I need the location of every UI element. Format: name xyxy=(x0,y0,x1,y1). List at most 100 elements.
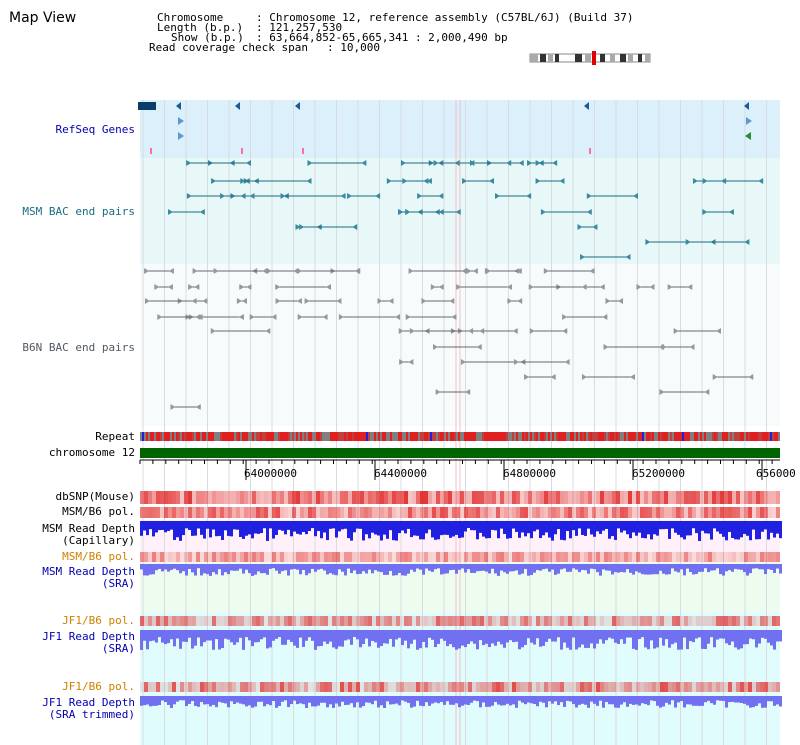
msm-capillary-depth-bar xyxy=(179,521,182,541)
repeat-segment xyxy=(176,432,178,441)
msm-b6-pol2-segment xyxy=(424,552,428,562)
jf1-sra-depth-bar xyxy=(176,630,179,639)
msm-b6-pol2-segment xyxy=(264,552,268,562)
dbsnp-segment xyxy=(356,491,360,504)
jf1-sra-depth-bar xyxy=(140,630,143,650)
repeat-segment xyxy=(384,432,386,441)
track-label-msm-b6-pol[interactable]: MSM/B6 pol. xyxy=(62,505,135,518)
jf1-b6-pol2-segment xyxy=(384,682,388,692)
msm-bac-end xyxy=(540,209,546,215)
repeat-segment xyxy=(574,432,576,441)
jf1-sra-depth-bar xyxy=(488,630,491,648)
msm-sra-depth-bar xyxy=(548,564,551,572)
jf1-b6-pol2-segment xyxy=(428,682,432,692)
track-label-msm-depth-capillary-2[interactable]: (Capillary) xyxy=(62,534,135,547)
jf1-trim-depth-bar xyxy=(380,696,383,706)
jf1-b6-pol2-segment xyxy=(568,682,572,692)
dbsnp-segment xyxy=(624,491,628,504)
repeat-segment xyxy=(332,432,334,441)
jf1-b6-pol2-segment xyxy=(216,682,220,692)
jf1-trim-depth-bar xyxy=(410,696,413,708)
jf1-b6-pol-segment xyxy=(240,616,244,626)
jf1-sra-depth-bar xyxy=(641,630,644,638)
repeat-segment xyxy=(450,432,452,441)
track-label-jf1-depth-sra-2[interactable]: (SRA) xyxy=(101,642,135,655)
msm-b6-pol-segment xyxy=(328,507,332,518)
jf1-sra-depth-bar xyxy=(767,630,770,643)
msm-capillary-depth-bar xyxy=(392,521,395,541)
jf1-b6-pol-segment xyxy=(560,616,564,626)
msm-b6-pol2-segment xyxy=(708,552,712,562)
repeat-segment xyxy=(522,432,524,441)
msm-b6-pol-segment xyxy=(312,507,316,518)
jf1-sra-depth-bar xyxy=(650,630,653,641)
msm-b6-pol-segment xyxy=(648,507,652,518)
repeat-segment xyxy=(348,432,350,441)
repeat-segment xyxy=(664,432,666,441)
track-label-msm-bac[interactable]: MSM BAC end pairs xyxy=(22,205,135,218)
msm-b6-pol-segment xyxy=(184,507,188,518)
msm-b6-pol2-segment xyxy=(492,552,496,562)
refseq-gene-marker xyxy=(178,117,184,125)
track-label-dbsnp[interactable]: dbSNP(Mouse) xyxy=(55,490,135,503)
jf1-trim-depth-bar xyxy=(407,696,410,703)
msm-b6-pol2-segment xyxy=(524,552,528,562)
msm-capillary-depth-bar xyxy=(476,521,479,540)
repeat-segment xyxy=(580,432,582,441)
track-label-b6n-bac[interactable]: B6N BAC end pairs xyxy=(22,341,135,354)
b6n-bac-end xyxy=(529,328,535,334)
track-label-refseq[interactable]: RefSeq Genes xyxy=(55,123,135,136)
repeat-segment xyxy=(370,432,372,441)
repeat-segment xyxy=(258,432,260,441)
jf1-trim-depth-bar xyxy=(476,696,479,702)
track-label-jf1-depth-trim-2[interactable]: (SRA trimmed) xyxy=(48,708,135,721)
track-label-msm-depth-sra-2[interactable]: (SRA) xyxy=(101,577,135,590)
jf1-sra-depth-bar xyxy=(665,630,668,640)
track-label-msm-depth-capillary-1[interactable]: MSM Read Depth xyxy=(42,522,135,535)
dbsnp-segment xyxy=(616,491,620,504)
msm-b6-pol-segment xyxy=(580,507,584,518)
jf1-b6-pol-segment xyxy=(436,616,440,626)
repeat-segment xyxy=(572,432,574,441)
track-label-msm-b6-pol-2[interactable]: MSM/B6 pol. xyxy=(62,550,135,563)
msm-b6-pol2-segment xyxy=(432,552,436,562)
dbsnp-segment xyxy=(752,491,756,504)
repeat-segment xyxy=(162,432,164,441)
msm-b6-pol2-segment xyxy=(676,552,680,562)
track-label-jf1-depth-trim-1[interactable]: JF1 Read Depth xyxy=(42,696,135,709)
msm-sra-depth-bar xyxy=(647,564,650,575)
b6n-bac-end xyxy=(194,284,200,290)
track-label-jf1-depth-sra-1[interactable]: JF1 Read Depth xyxy=(42,630,135,643)
jf1-b6-pol2-segment xyxy=(180,682,184,692)
msm-capillary-depth-bar xyxy=(461,521,464,538)
dbsnp-segment xyxy=(640,491,644,504)
b6n-bac-end xyxy=(405,314,411,320)
jf1-trim-depth-bar xyxy=(218,696,221,702)
track-label-jf1-b6-pol-2[interactable]: JF1/B6 pol. xyxy=(62,680,135,693)
b6n-bac-end xyxy=(599,284,605,290)
msm-b6-pol-segment xyxy=(704,507,708,518)
jf1-b6-pol2-segment xyxy=(544,682,548,692)
repeat-segment xyxy=(286,432,288,441)
msm-capillary-depth-bar xyxy=(413,521,416,536)
b6n-bac-end xyxy=(202,298,208,304)
repeat-segment xyxy=(320,432,322,441)
msm-sra-depth-bar xyxy=(518,564,521,575)
jf1-trim-depth-bar xyxy=(488,696,491,707)
jf1-b6-pol-segment xyxy=(444,616,448,626)
msm-sra-depth-bar xyxy=(359,564,362,574)
msm-sra-depth-bar xyxy=(776,564,779,569)
repeat-segment xyxy=(562,432,564,441)
msm-b6-pol2-segment xyxy=(416,552,420,562)
jf1-b6-pol-segment xyxy=(704,616,708,626)
jf1-b6-pol-segment xyxy=(632,616,636,626)
jf1-b6-pol2-segment xyxy=(540,682,544,692)
msm-capillary-depth-bar xyxy=(755,521,758,540)
track-label-jf1-b6-pol[interactable]: JF1/B6 pol. xyxy=(62,614,135,627)
jf1-b6-pol2-segment xyxy=(436,682,440,692)
track-label-msm-depth-sra-1[interactable]: MSM Read Depth xyxy=(42,565,135,578)
dbsnp-segment xyxy=(684,491,688,504)
repeat-segment xyxy=(564,432,566,441)
jf1-b6-pol-segment xyxy=(600,616,604,626)
